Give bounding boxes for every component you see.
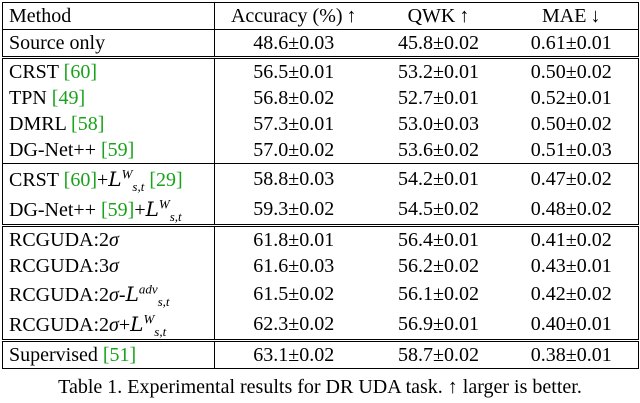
- qwk-cell: 53.0±0.03: [398, 113, 479, 135]
- accuracy-cell: 61.8±0.01: [214, 224, 373, 253]
- accuracy-cell: 57.3±0.01: [253, 113, 335, 135]
- method-cell: DG-Net++ [59]: [2, 137, 215, 164]
- qwk-cell: 45.8±0.02: [372, 29, 505, 58]
- mae-cell: 0.41±0.02: [504, 224, 639, 253]
- table-row: RCGUDA:3σ 61.6±0.03 56.2±0.02 0.43±0.01: [2, 253, 639, 279]
- mae-cell: 0.50±0.02: [504, 56, 639, 85]
- method-cell: DG-Net++ [59]+LWs,t: [2, 194, 215, 226]
- header-mae: MAE ↓: [504, 2, 639, 30]
- citation: [51]: [102, 344, 137, 366]
- mae-cell: 0.42±0.02: [504, 279, 639, 309]
- qwk-cell: 56.1±0.02: [398, 283, 479, 305]
- loss-symbol: L: [125, 281, 139, 306]
- table-row: CRST [60] 56.5±0.01 53.2±0.01 0.50±0.02: [2, 56, 639, 85]
- accuracy-cell: 61.5±0.02: [253, 283, 335, 305]
- citation: [59]: [100, 139, 135, 161]
- header-accuracy: Accuracy (%) ↑: [214, 2, 373, 30]
- table-row: Supervised [51] 63.1±0.02 58.7±0.02 0.38…: [2, 339, 639, 369]
- table-row: TPN [49] 56.8±0.02 52.7±0.01 0.52±0.01: [2, 85, 639, 111]
- table-caption: Table 1. Experimental results for DR UDA…: [58, 376, 582, 398]
- qwk-cell: 58.7±0.02: [372, 339, 505, 369]
- table-row: DMRL [58] 57.3±0.01 53.0±0.03 0.50±0.02: [2, 111, 639, 137]
- citation: [60]: [63, 168, 97, 191]
- citation: [49]: [51, 87, 86, 109]
- mae-cell: 0.50±0.02: [504, 111, 639, 137]
- qwk-cell: 54.2±0.01: [372, 163, 505, 194]
- citation: [29]: [149, 168, 183, 191]
- accuracy-cell: 59.3±0.02: [253, 198, 335, 220]
- method-cell: RCGUDA:2σ: [2, 224, 215, 253]
- header-row: Method Accuracy (%) ↑ QWK ↑ MAE ↓: [2, 2, 639, 30]
- loss-symbol: L: [108, 166, 122, 191]
- method-cell: TPN [49]: [2, 85, 215, 111]
- accuracy-cell: 57.0±0.02: [253, 139, 335, 161]
- qwk-cell: 56.2±0.02: [398, 255, 479, 277]
- method-cell: Supervised [51]: [2, 339, 215, 369]
- loss-symbol: L: [145, 196, 159, 221]
- accuracy-cell: 56.8±0.02: [253, 87, 335, 109]
- mae-cell: 0.61±0.01: [504, 29, 639, 58]
- table-row: DG-Net++ [59] 57.0±0.02 53.6±0.02 0.51±0…: [2, 137, 639, 164]
- accuracy-cell: 62.3±0.02: [253, 313, 335, 335]
- mae-cell: 0.38±0.01: [504, 339, 639, 369]
- accuracy-cell: 58.8±0.03: [214, 163, 373, 194]
- method-cell: RCGUDA:2σ+LWs,t: [2, 309, 215, 341]
- mae-cell: 0.40±0.01: [504, 309, 639, 341]
- method-cell: DMRL [58]: [2, 111, 215, 137]
- citation: [59]: [100, 198, 135, 221]
- method-cell: CRST [60]: [2, 56, 215, 85]
- mae-cell: 0.43±0.01: [504, 253, 639, 279]
- table-row: RCGUDA:2σ-Ladvs,t 61.5±0.02 56.1±0.02 0.…: [2, 279, 639, 309]
- qwk-cell: 54.5±0.02: [398, 198, 479, 220]
- table-row: RCGUDA:2σ 61.8±0.01 56.4±0.01 0.41±0.02: [2, 224, 639, 253]
- accuracy-cell: 56.5±0.01: [214, 56, 373, 85]
- results-table: Method Accuracy (%) ↑ QWK ↑ MAE ↓ Source…: [2, 2, 639, 369]
- accuracy-cell: 48.6±0.03: [214, 29, 373, 58]
- qwk-cell: 52.7±0.01: [398, 87, 479, 109]
- method-cell: RCGUDA:2σ-Ladvs,t: [2, 279, 215, 309]
- table-row: CRST [60]+LWs,t [29] 58.8±0.03 54.2±0.01…: [2, 163, 639, 194]
- table-row: RCGUDA:2σ+LWs,t 62.3±0.02 56.9±0.01 0.40…: [2, 309, 639, 341]
- citation: [58]: [71, 113, 105, 135]
- method-cell: RCGUDA:3σ: [2, 253, 215, 279]
- header-qwk: QWK ↑: [372, 2, 505, 30]
- loss-symbol: L: [130, 311, 144, 336]
- method-cell: Source only: [2, 29, 215, 58]
- qwk-cell: 53.2±0.01: [372, 56, 505, 85]
- mae-cell: 0.48±0.02: [504, 194, 639, 226]
- table-row: DG-Net++ [59]+LWs,t 59.3±0.02 54.5±0.02 …: [2, 194, 639, 226]
- citation: [60]: [63, 61, 97, 83]
- table-row: Source only 48.6±0.03 45.8±0.02 0.61±0.0…: [2, 29, 639, 58]
- qwk-cell: 56.4±0.01: [372, 224, 505, 253]
- header-method: Method: [2, 2, 215, 30]
- mae-cell: 0.47±0.02: [504, 163, 639, 194]
- accuracy-cell: 63.1±0.02: [214, 339, 373, 369]
- mae-cell: 0.52±0.01: [504, 85, 639, 111]
- mae-cell: 0.51±0.03: [504, 137, 639, 164]
- method-cell: CRST [60]+LWs,t [29]: [2, 163, 215, 194]
- qwk-cell: 56.9±0.01: [398, 313, 479, 335]
- accuracy-cell: 61.6±0.03: [253, 255, 335, 277]
- qwk-cell: 53.6±0.02: [398, 139, 479, 161]
